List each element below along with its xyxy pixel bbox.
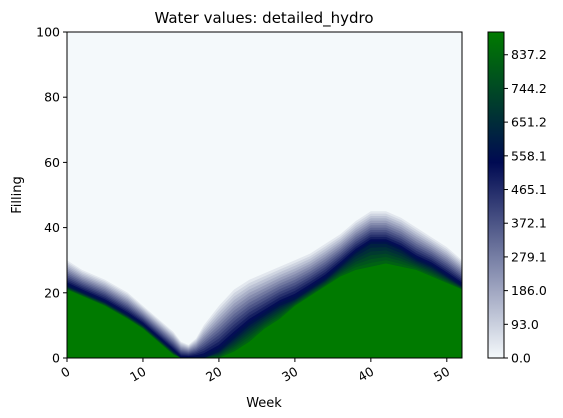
x-tick-label: 0 (58, 364, 72, 381)
colorbar-tick-label: 0.0 (511, 351, 531, 366)
colorbar-tick-label: 93.0 (511, 317, 539, 332)
y-axis-label: Filling (10, 176, 25, 213)
chart-title: Water values: detailed_hydro (154, 9, 373, 28)
x-tick-label: 40 (355, 364, 376, 385)
colorbar-tick-label: 279.1 (511, 249, 547, 264)
x-tick-label: 30 (279, 364, 300, 385)
colorbar-tick-label: 372.1 (511, 216, 547, 231)
x-axis-label: Week (246, 396, 282, 411)
x-axis: 0 10 20 30 40 50 (58, 358, 452, 385)
colorbar-tick-label: 651.2 (511, 115, 547, 130)
x-tick-label: 50 (431, 364, 452, 385)
y-tick-label: 100 (36, 25, 60, 40)
colorbar-ticks: 0.0 93.0 186.0 279.1 372.1 465.1 558.1 651.2 744… (504, 47, 547, 366)
y-tick-label: 80 (44, 90, 60, 105)
colorbar-tick-label: 558.1 (511, 148, 547, 163)
contour-band-max (67, 263, 462, 358)
colorbar-tick-label: 837.2 (511, 47, 547, 62)
y-tick-label: 20 (44, 285, 60, 300)
plot-frame (66, 31, 463, 359)
colorbar: 0.0 93.0 186.0 279.1 372.1 465.1 558.1 651.2 744… (487, 31, 547, 366)
x-tick-label: 20 (203, 364, 224, 385)
x-tick-label: 10 (127, 364, 148, 385)
colorbar-tick-label: 744.2 (511, 81, 547, 96)
colorbar-bar (488, 32, 504, 358)
y-tick-label: 60 (44, 155, 60, 170)
y-tick-label: 40 (44, 220, 60, 235)
y-axis: 0 20 40 60 80 100 (36, 25, 67, 366)
colorbar-tick-label: 186.0 (511, 283, 547, 298)
contour-bands (67, 211, 462, 358)
plot-area (67, 32, 462, 358)
y-tick-label: 0 (52, 351, 60, 366)
colorbar-tick-label: 465.1 (511, 182, 547, 197)
colorbar-frame (487, 31, 505, 359)
